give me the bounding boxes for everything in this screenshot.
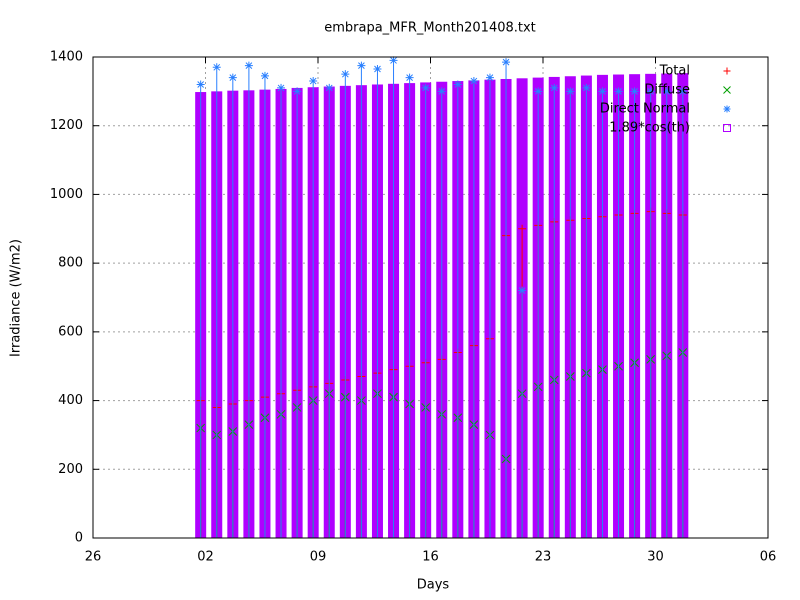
- x-tick-label: 23: [535, 550, 552, 565]
- data-point: [630, 87, 639, 538]
- legend-marker: [723, 105, 731, 113]
- data-point: [405, 73, 414, 538]
- data-point: [614, 87, 623, 538]
- legend-label: Diffuse: [644, 83, 690, 98]
- x-tick-label: 06: [760, 550, 777, 565]
- y-axis-label: Irradiance (W/m2): [9, 239, 24, 357]
- data-point: [534, 87, 543, 538]
- data-point: [260, 71, 269, 538]
- y-tick-label: 600: [58, 324, 83, 339]
- data-point: [437, 87, 446, 538]
- data-point: [582, 83, 591, 538]
- data-point: [196, 80, 205, 538]
- y-tick-label: 1400: [50, 50, 83, 65]
- legend-marker: [723, 124, 731, 132]
- legend-marker: [723, 86, 731, 94]
- data-point: [485, 73, 494, 538]
- x-axis-label: Days: [417, 578, 450, 593]
- data-point: [469, 77, 478, 538]
- data-point: [373, 65, 382, 538]
- x-tick-label: 26: [85, 550, 102, 565]
- y-tick-label: 400: [58, 393, 83, 408]
- legend-marker: [723, 67, 731, 75]
- data-point: [244, 61, 253, 538]
- legend-label: Total: [659, 64, 690, 79]
- data-point: [598, 87, 607, 538]
- y-tick-label: 800: [58, 256, 83, 271]
- legend-label: 1.89*cos(th): [609, 121, 690, 136]
- data-point: [566, 87, 575, 538]
- data-point: [678, 87, 687, 538]
- data-point: [341, 70, 350, 538]
- data-point: [550, 83, 559, 538]
- data-point: [518, 286, 527, 538]
- legend-label: Direct Normal: [600, 102, 690, 117]
- data-point: [277, 83, 286, 538]
- data-point: [212, 63, 221, 538]
- x-tick-label: 09: [310, 550, 327, 565]
- data-point: [228, 73, 237, 538]
- x-tick-label: 16: [422, 550, 439, 565]
- data-point: [421, 83, 430, 538]
- plot-frame: [92, 56, 769, 539]
- data-point: [662, 87, 671, 538]
- data-point: [453, 80, 462, 538]
- y-tick-label: 0: [75, 531, 83, 546]
- y-tick-label: 200: [58, 462, 83, 477]
- y-tick-label: 1000: [50, 187, 83, 202]
- y-tick-label: 1200: [50, 118, 83, 133]
- data-point: [389, 56, 398, 538]
- data-point: [646, 87, 655, 538]
- chart-title: embrapa_MFR_Month201408.txt: [324, 21, 536, 36]
- x-tick-label: 02: [197, 550, 214, 565]
- data-point: [309, 77, 318, 538]
- x-tick-label: 30: [647, 550, 664, 565]
- data-point: [325, 83, 334, 538]
- data-point: [502, 58, 511, 538]
- data-point: [357, 61, 366, 538]
- data-point: [293, 87, 302, 538]
